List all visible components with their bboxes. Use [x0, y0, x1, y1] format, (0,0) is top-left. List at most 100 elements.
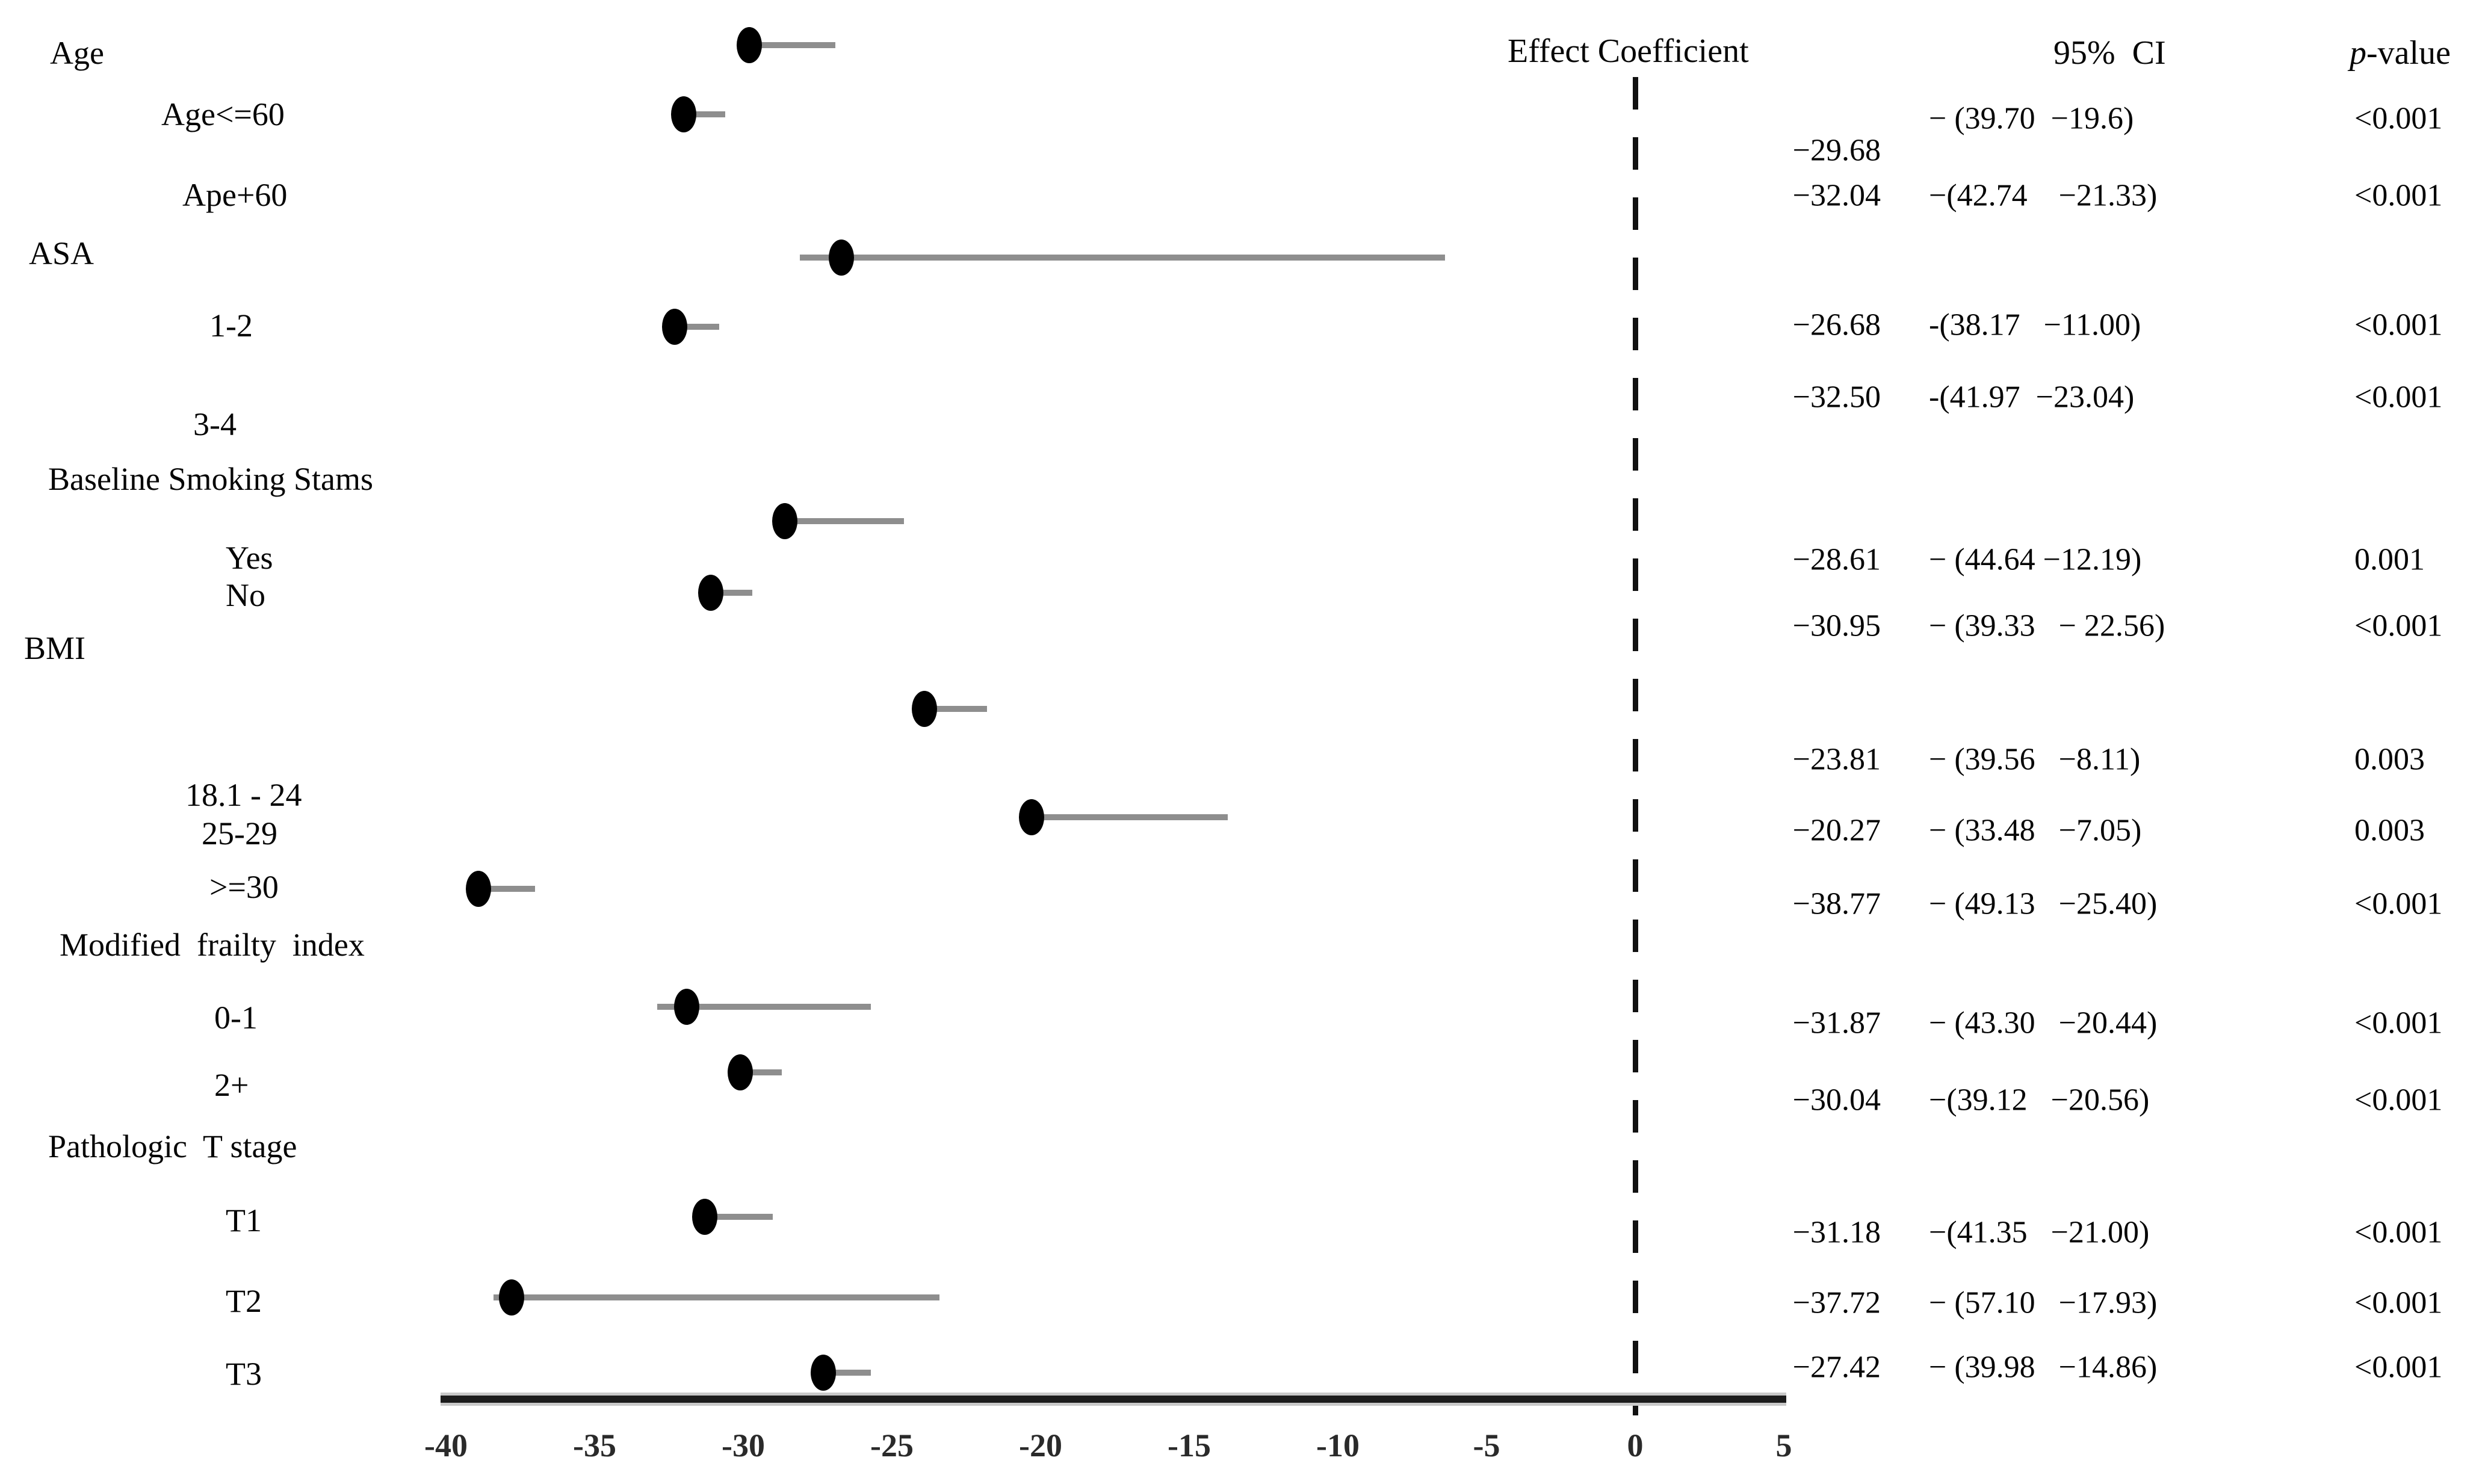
row-label-pathologic-t-stage: Pathologic T stage	[48, 1128, 297, 1164]
forest-dot-10	[728, 1054, 753, 1090]
p-value-column-header: p-value	[2350, 34, 2451, 72]
ci-whisker-0	[737, 42, 836, 48]
row-label-yes: Yes	[226, 540, 273, 576]
ci-value-12: − (57.10 −17.93)	[1929, 1285, 2158, 1320]
row-label-asa: ASA	[29, 235, 94, 271]
ci-whisker-12	[494, 1294, 940, 1300]
x-tick-label-0: 0	[1627, 1427, 1644, 1464]
ci-value-11: −(41.35 −21.00)	[1929, 1215, 2150, 1250]
row-label-t1: T1	[226, 1202, 262, 1238]
row-label-ape-60: Ape+60	[182, 177, 288, 213]
effect-coefficient-value-12: −37.72	[1792, 1285, 1881, 1320]
ci-value-10: −(39.12 −20.56)	[1929, 1083, 2150, 1118]
forest-dot-9	[674, 989, 700, 1025]
zero-reference-line	[1633, 77, 1638, 1415]
forest-dot-8	[466, 871, 492, 907]
x-tick-label--25: -25	[870, 1427, 914, 1464]
row-label-bmi: BMI	[24, 630, 86, 666]
ci-value-0: − (39.70 −19.6)	[1929, 101, 2134, 136]
ci-whisker-7	[1020, 814, 1228, 820]
row-label-modified-frailty-index: Modified frailty index	[60, 927, 365, 963]
forest-dot-11	[692, 1199, 717, 1235]
p-value-5: <0.001	[2354, 608, 2443, 643]
row-label-2-: 2+	[214, 1067, 249, 1103]
p-value-6: 0.003	[2354, 742, 2425, 777]
effect-coefficient-value-0: −29.68	[1792, 133, 1881, 168]
p-value-4: 0.001	[2354, 542, 2425, 577]
x-tick-label--40: -40	[424, 1427, 468, 1464]
ci-whisker-5	[701, 590, 752, 596]
effect-coefficient-value-9: −31.87	[1792, 1006, 1881, 1040]
p-value-13: <0.001	[2354, 1350, 2443, 1385]
x-axis-line	[441, 1393, 1786, 1406]
p-value-8: <0.001	[2354, 886, 2443, 921]
ci-value-5: − (39.33 − 22.56)	[1929, 608, 2165, 643]
effect-coefficient-value-2: −26.68	[1792, 308, 1881, 342]
p-value-0: <0.001	[2354, 101, 2443, 136]
effect-coefficient-column-header: Effect Coefficient	[1508, 32, 1749, 70]
ci-whisker-9	[657, 1004, 871, 1010]
effect-coefficient-value-8: −38.77	[1792, 886, 1881, 921]
forest-dot-5	[698, 575, 723, 611]
forest-dot-13	[811, 1355, 837, 1391]
x-tick-label-5: 5	[1775, 1427, 1792, 1464]
ci-value-1: −(42.74 −21.33)	[1929, 178, 2158, 213]
p-value-suffix: -value	[2366, 34, 2451, 72]
p-value-3: <0.001	[2354, 380, 2443, 415]
effect-coefficient-value-10: −30.04	[1792, 1083, 1881, 1118]
forest-dot-2	[829, 240, 855, 276]
p-value-9: <0.001	[2354, 1006, 2443, 1040]
x-tick-label--5: -5	[1473, 1427, 1500, 1464]
ci-value-4: − (44.64 −12.19)	[1929, 542, 2142, 577]
p-value-7: 0.003	[2354, 813, 2425, 848]
forest-dot-7	[1019, 799, 1045, 835]
ci-column-header: 95% CI	[2053, 34, 2166, 72]
row-label-no: No	[226, 577, 265, 613]
ci-whisker-2	[799, 255, 1445, 261]
row-label-t3: T3	[226, 1356, 262, 1392]
forest-dot-6	[912, 691, 938, 727]
forest-dot-12	[498, 1279, 524, 1316]
ci-value-9: − (43.30 −20.44)	[1929, 1006, 2158, 1040]
p-value-11: <0.001	[2354, 1215, 2443, 1250]
ci-value-8: − (49.13 −25.40)	[1929, 886, 2158, 921]
forest-dot-0	[736, 27, 762, 63]
effect-coefficient-value-7: −20.27	[1792, 813, 1881, 848]
row-label-age: Age	[50, 35, 104, 71]
effect-coefficient-value-3: −32.50	[1792, 380, 1881, 415]
row-label-0-1: 0-1	[214, 1000, 258, 1036]
forest-dot-3	[662, 309, 688, 345]
ci-whisker-3	[666, 324, 720, 330]
x-tick-label--10: -10	[1316, 1427, 1360, 1464]
p-value-12: <0.001	[2354, 1285, 2443, 1320]
row-label-18-1-24: 18.1 - 24	[185, 777, 302, 813]
effect-coefficient-value-5: −30.95	[1792, 608, 1881, 643]
ci-value-6: − (39.56 −8.11)	[1929, 742, 2141, 777]
x-tick-label--15: -15	[1168, 1427, 1211, 1464]
row-label-1-2: 1-2	[209, 308, 253, 344]
p-value-2: <0.001	[2354, 308, 2443, 342]
x-tick-label--35: -35	[573, 1427, 616, 1464]
row-label-25-29: 25-29	[202, 815, 277, 852]
forest-dot-1	[671, 96, 697, 132]
effect-coefficient-value-1: −32.04	[1792, 178, 1881, 213]
p-value-10: <0.001	[2354, 1083, 2443, 1118]
row-label-baseline-smoking-stams: Baseline Smoking Stams	[48, 461, 373, 497]
x-tick-label--20: -20	[1019, 1427, 1062, 1464]
effect-coefficient-value-6: −23.81	[1792, 742, 1881, 777]
row-label-age-60: Age<=60	[161, 96, 285, 132]
ci-value-2: -(38.17 −11.00)	[1929, 308, 2141, 342]
ci-whisker-10	[731, 1069, 782, 1075]
ci-value-7: − (33.48 −7.05)	[1929, 813, 2142, 848]
ci-whisker-1	[675, 111, 726, 117]
ci-value-13: − (39.98 −14.86)	[1929, 1350, 2158, 1385]
x-tick-label--30: -30	[722, 1427, 765, 1464]
ci-whisker-6	[915, 706, 988, 712]
effect-coefficient-value-4: −28.61	[1792, 542, 1881, 577]
ci-value-3: -(41.97 −23.04)	[1929, 380, 2135, 415]
ci-whisker-8	[469, 886, 536, 892]
row-label--30: >=30	[209, 869, 279, 905]
p-italic-letter: p	[2350, 34, 2366, 72]
row-label-t2: T2	[226, 1283, 262, 1319]
